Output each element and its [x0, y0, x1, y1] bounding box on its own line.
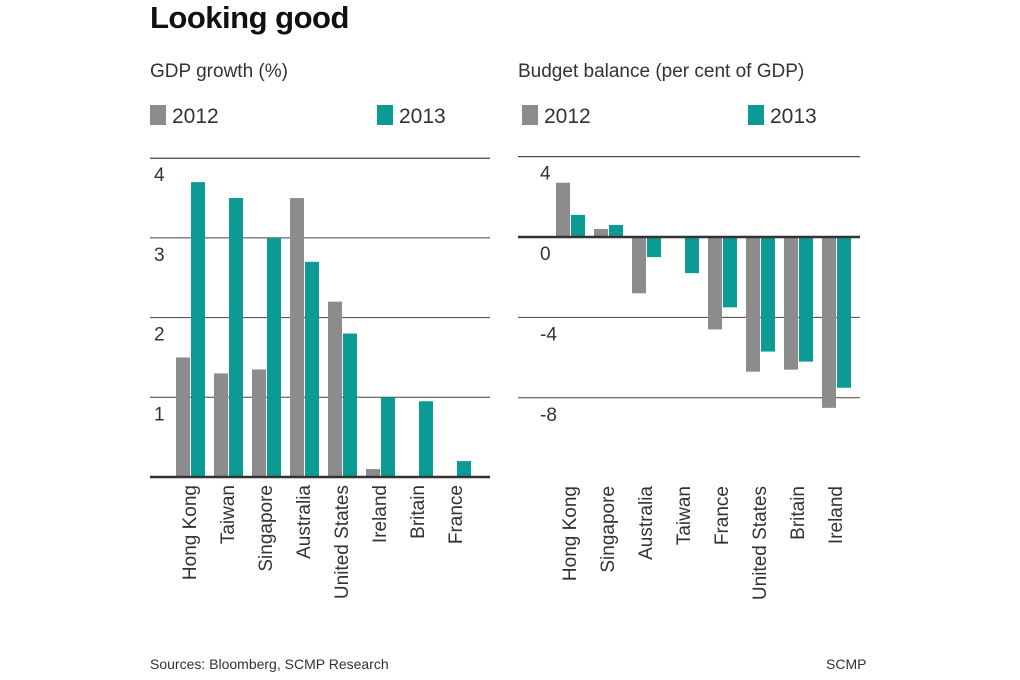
budget-category-label-united-states: United States [750, 486, 771, 600]
gdp-bar-singapore-2012 [252, 369, 266, 477]
budget-tick-label-4: 4 [540, 164, 551, 185]
budget-bar-singapore-2012 [594, 228, 608, 237]
budget-tick-label-4: -4 [540, 324, 557, 345]
budget-category-label-singapore: Singapore [598, 486, 619, 573]
gdp-growth-chart: GDP growth (%) 2012 2013 1 2 3 4 Hong Kong Taiwa… [150, 61, 490, 599]
budget-bar-france-2012 [708, 237, 722, 330]
gdp-bar-ireland-2012 [366, 469, 380, 477]
gdp-legend-swatch-2013 [377, 105, 393, 125]
budget-legend-label-2013: 2013 [770, 105, 817, 128]
gdp-category-label-taiwan: Taiwan [218, 485, 239, 544]
gdp-tick-label-3: 3 [154, 245, 165, 266]
budget-tick-label-0: 0 [540, 244, 551, 265]
budget-bar-taiwan-2013 [685, 237, 699, 274]
gdp-category-label-united-states: United States [332, 485, 353, 599]
gdp-category-label-france: France [446, 485, 467, 544]
budget-chart-title: Budget balance (per cent of GDP) [518, 61, 804, 82]
gdp-bar-hong-kong-2012 [176, 357, 190, 477]
budget-bar-united-states-2012 [746, 237, 760, 372]
gdp-bar-united-states-2013 [343, 333, 357, 477]
gdp-tick-label-1: 1 [154, 404, 165, 425]
budget-category-label-taiwan: Taiwan [674, 486, 695, 545]
budget-bar-hong-kong-2012 [556, 182, 570, 237]
gdp-bar-singapore-2013 [267, 237, 281, 477]
gdp-bar-taiwan-2012 [214, 373, 228, 477]
gdp-bar-hong-kong-2013 [191, 182, 205, 478]
budget-bar-united-states-2013 [761, 237, 775, 352]
budget-balance-chart: Budget balance (per cent of GDP) 2012 2013… [518, 61, 860, 600]
gdp-category-label-ireland: Ireland [370, 485, 391, 543]
credit-note: SCMP [826, 656, 867, 672]
gdp-category-label-singapore: Singapore [256, 485, 277, 572]
budget-bar-britain-2013 [799, 237, 813, 362]
gdp-bar-britain-2013 [419, 401, 433, 477]
gdp-bar-australia-2012 [290, 198, 304, 478]
budget-bar-singapore-2013 [609, 224, 623, 237]
gdp-tick-label-2: 2 [154, 325, 165, 346]
budget-category-label-france: France [712, 486, 733, 545]
budget-bar-australia-2013 [647, 237, 661, 258]
gdp-category-label-britain: Britain [408, 485, 429, 539]
budget-legend-swatch-2012 [522, 105, 538, 125]
gdp-bar-ireland-2013 [381, 397, 395, 477]
budget-category-label-britain: Britain [788, 486, 809, 540]
budget-legend-label-2012: 2012 [544, 105, 591, 128]
budget-category-label-hong-kong: Hong Kong [560, 486, 581, 581]
gdp-legend-swatch-2012 [150, 105, 166, 125]
gdp-tick-label-4: 4 [154, 165, 165, 186]
budget-legend-swatch-2013 [748, 105, 764, 125]
gdp-bar-france-2013 [457, 461, 471, 477]
budget-bar-australia-2012 [632, 237, 646, 294]
budget-bar-ireland-2012 [822, 237, 836, 408]
gdp-legend-label-2013: 2013 [399, 105, 446, 128]
page-title: Looking good [150, 0, 349, 35]
gdp-bar-united-states-2012 [328, 301, 342, 477]
budget-tick-label-8: -8 [540, 405, 557, 426]
sources-note: Sources: Bloomberg, SCMP Research [150, 656, 389, 672]
gdp-bar-australia-2013 [305, 261, 319, 477]
budget-category-label-ireland: Ireland [826, 486, 847, 544]
charts-canvas: GDP growth (%) 2012 2013 1 2 3 4 Hong Kong Taiwa… [150, 61, 860, 600]
gdp-legend-label-2012: 2012 [172, 105, 219, 128]
gdp-category-label-hong-kong: Hong Kong [180, 485, 201, 580]
gdp-bar-taiwan-2013 [229, 198, 243, 478]
budget-bar-hong-kong-2013 [571, 214, 585, 237]
gdp-chart-title: GDP growth (%) [150, 61, 288, 82]
budget-bar-britain-2012 [784, 237, 798, 370]
budget-bar-ireland-2013 [837, 237, 851, 388]
budget-bar-france-2013 [723, 237, 737, 308]
gdp-category-label-australia: Australia [294, 485, 315, 559]
budget-category-label-australia: Australia [636, 486, 657, 560]
